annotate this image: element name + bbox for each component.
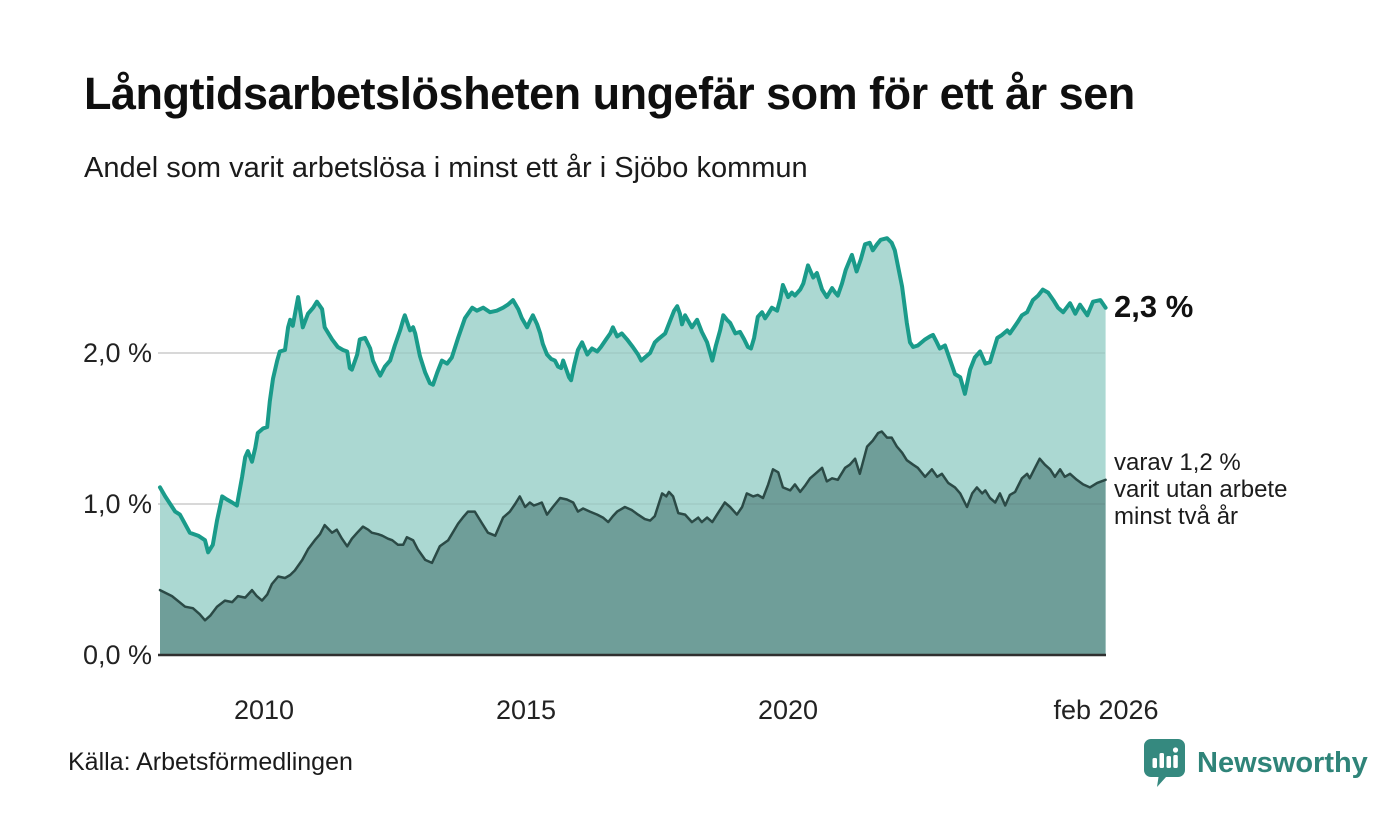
- series-line-two-years: [158, 430, 1107, 622]
- newsworthy-logo: Newsworthy: [1143, 738, 1368, 788]
- secondary-annotation-line3: minst två år: [1114, 503, 1238, 530]
- newsworthy-wordmark: Newsworthy: [1197, 746, 1368, 779]
- x-tick-label: 2020: [758, 695, 818, 725]
- secondary-annotation-line2: varit utan arbete: [1114, 476, 1287, 503]
- area-unemployed-two-years: [160, 431, 1106, 655]
- series-line-one-year: [158, 236, 1108, 555]
- newsworthy-logo-icon: [1144, 739, 1185, 787]
- y-tick-label: 1,0 %: [83, 489, 152, 519]
- chart-subtitle: Andel som varit arbetslösa i minst ett å…: [84, 152, 808, 184]
- latest-value-label: 2,3 %: [1114, 289, 1193, 324]
- x-tick-label: 2010: [234, 695, 294, 725]
- page-title: Långtidsarbetslösheten ungefär som för e…: [84, 68, 1135, 119]
- x-tick-label: feb 2026: [1053, 695, 1158, 725]
- y-tick-label: 0,0 %: [83, 640, 152, 670]
- y-tick-label: 2,0 %: [83, 338, 152, 368]
- secondary-annotation-line1: varav 1,2 %: [1114, 449, 1241, 476]
- source-note: Källa: Arbetsförmedlingen: [68, 748, 353, 776]
- x-tick-label: 2015: [496, 695, 556, 725]
